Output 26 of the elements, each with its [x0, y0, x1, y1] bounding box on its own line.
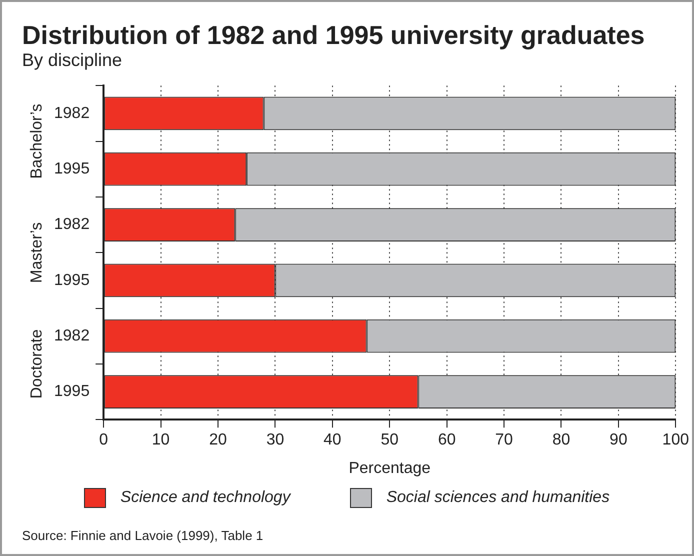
x-tick-label: 90 [610, 432, 628, 449]
legend-label: Social sciences and humanities [386, 489, 610, 507]
x-tick-label: 30 [266, 432, 284, 449]
x-tick-label: 60 [438, 432, 456, 449]
y-tick-label: 1995 [54, 160, 90, 178]
x-tick-label: 20 [209, 432, 228, 449]
y-tick-label: 1982 [54, 104, 90, 122]
text: Master’s [28, 222, 46, 283]
x-tick-label: 80 [552, 432, 570, 449]
y-tick-label: 1982 [54, 328, 90, 345]
source-note: Source: Finnie and Lavoie (1999), Table 1 [22, 528, 264, 543]
chart-title: Distribution of 1982 and 1995 university graduates [22, 20, 645, 51]
x-axis-title: Percentage [348, 460, 431, 477]
x-tick-label: 50 [380, 432, 399, 449]
x-tick-label: 10 [152, 432, 170, 449]
text: Bachelor’s [28, 104, 46, 179]
y-tick-label: 1995 [54, 272, 90, 289]
legend-label: Science and technology [120, 489, 290, 507]
y-tick-label: 1995 [54, 383, 90, 400]
x-tick-label: 40 [324, 432, 342, 449]
y-tick-label: 1982 [54, 216, 90, 234]
x-tick-label: 0 [99, 432, 108, 449]
text: Doctorate [28, 329, 46, 399]
x-tick-label: 100 [662, 432, 690, 449]
x-tick-label: 70 [495, 432, 514, 449]
chart-subtitle: By discipline [22, 50, 122, 71]
